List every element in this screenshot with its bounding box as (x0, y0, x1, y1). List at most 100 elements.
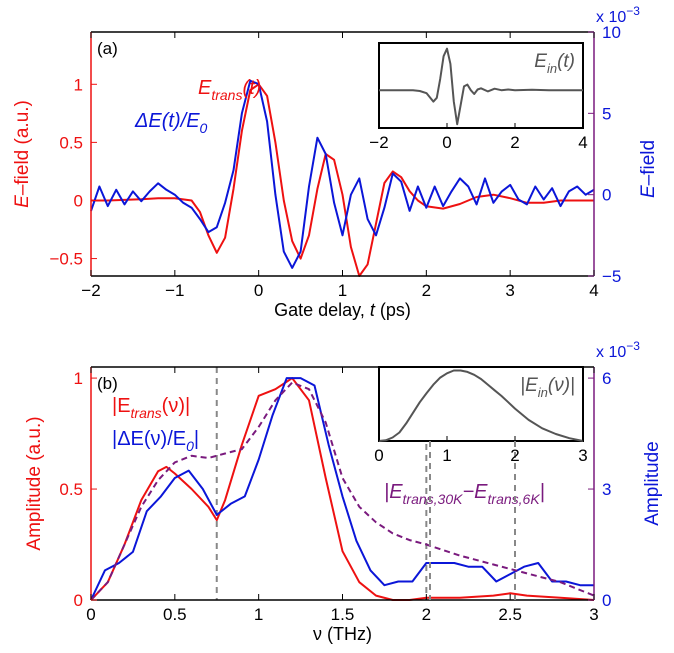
inset-series-line (378, 369, 584, 442)
legend-blue-sub: 0 (200, 120, 208, 136)
series-line-purple-dashed (90, 381, 595, 601)
y2-axis-label-var: E (638, 185, 659, 198)
inset-x-tick-label: 2 (510, 133, 519, 152)
x-tick-label: 2 (422, 281, 431, 300)
x-axis-label-unit: (THz) (322, 624, 372, 644)
legend-red-main: |E (112, 395, 131, 417)
y2-axis-label-text: –field (638, 140, 659, 185)
legend-blue-main: ΔE(t)/E (134, 110, 200, 132)
panel-a: −2 −1 0 1 2 3 4 −0.5 0 0.5 1 −5 0 5 10x 10−3 (a) Gate de… (12, 4, 659, 320)
inset-x-tick-label: 3 (578, 446, 587, 465)
legend-blue-sub: 0 (186, 438, 194, 454)
series-line-blue (90, 377, 594, 601)
x-axis-label: ν (THz) (313, 624, 372, 644)
legend-red-tail: (t) (242, 77, 261, 99)
legend-blue-main: |ΔE(ν)/E (112, 428, 186, 450)
x-tick-label: 1 (338, 281, 347, 300)
x-axis-label-var: t (370, 300, 376, 320)
inset-series-line (379, 47, 583, 126)
y-tick-label: 1 (74, 75, 83, 94)
inset-x-tick-label: −2 (369, 133, 388, 152)
x-axis-label-text: Gate delay, (274, 300, 370, 320)
legend-purple-mid: −E (462, 481, 488, 503)
inset-label: Ein(t) (534, 51, 575, 76)
y2-tick-label: −5 (602, 267, 621, 286)
y2-exponent-power: −3 (626, 339, 640, 353)
inset-label-main: E (534, 51, 547, 72)
legend-purple-tail: | (540, 481, 545, 503)
x-tick-label: 0.5 (163, 605, 187, 624)
inset-frame (378, 42, 584, 129)
inset-label: |Ein(ν)| (520, 375, 575, 400)
y2-exponent-label: x 10−3 (596, 339, 640, 361)
x-tick-label: 1 (254, 605, 263, 624)
y2-tick-label: 10 (602, 23, 621, 42)
inset-x-tick-label: 2 (510, 446, 519, 465)
inset-frame (378, 366, 584, 442)
legend-red-sub: trans (211, 87, 242, 103)
legend-purple-main: |E (384, 481, 403, 503)
legend-entry-blue: |ΔE(ν)/E0| (112, 428, 199, 454)
y2-axis-label-text: Amplitude (642, 441, 663, 526)
legend-entry-red: |Etrans(ν)| (112, 395, 190, 421)
y-axis-label-text: Amplitude (a.u.) (24, 416, 45, 550)
y2-axis-label: Amplitude (642, 441, 663, 526)
x-tick-label: 4 (589, 281, 598, 300)
y2-exponent-power: −3 (626, 4, 640, 18)
y2-axis-label: E–field (638, 140, 659, 198)
inset-x-tick-label: 0 (442, 133, 451, 152)
legend-purple-sub2: trans,6K (488, 491, 541, 507)
x-tick-label: 3 (589, 605, 598, 624)
y-axis-label: E–field (a.u.) (12, 100, 33, 208)
y-tick-label: 0 (74, 191, 83, 210)
legend-entry-blue: ΔE(t)/E0 (134, 110, 208, 136)
legend-red-sub: trans (131, 405, 162, 421)
inset: 0 1 2 3|Ein(ν)| (374, 366, 588, 600)
x-tick-label: 3 (505, 281, 514, 300)
panel-label: (b) (97, 374, 118, 393)
y-tick-label: 0.5 (59, 480, 83, 499)
y2-tick-label: 0 (602, 186, 611, 205)
inset-label-main: |E (520, 375, 538, 396)
inset-label-tail: (t) (557, 51, 575, 72)
inset-x-tick-label: 0 (374, 446, 383, 465)
y2-tick-label: 5 (602, 104, 611, 123)
legend-red-main: E (198, 77, 212, 99)
x-tick-label: 0 (86, 605, 95, 624)
y2-exponent-label: x 10−3 (596, 4, 640, 26)
legend-blue-tail: | (194, 428, 199, 450)
y-axis-label-var: E (12, 195, 33, 208)
inset-x-tick-label: 1 (442, 446, 451, 465)
y2-exponent-base: x 10 (596, 9, 626, 26)
y2-exponent-base: x 10 (596, 344, 626, 361)
y-tick-label: 1 (74, 369, 83, 388)
legend-entry-red: Etrans(t) (198, 77, 261, 103)
panel-label: (a) (97, 39, 118, 58)
y-tick-label: 0 (74, 591, 83, 610)
x-axis-label: Gate delay, t (ps) (274, 300, 411, 320)
y-tick-label: −0.5 (49, 250, 83, 269)
inset-label-sub: in (538, 385, 548, 400)
y2-tick-label: 0 (602, 591, 611, 610)
inset-label-sub: in (547, 61, 557, 76)
x-tick-label: 2.5 (498, 605, 522, 624)
legend-red-tail: (ν)| (162, 395, 191, 417)
y2-tick-label: 3 (602, 480, 611, 499)
inset-x-tick-label: 4 (578, 133, 587, 152)
x-tick-label: 2 (422, 605, 431, 624)
x-axis-label-text: ν (313, 624, 322, 644)
series-line-blue (90, 79, 595, 269)
y-axis-label-text: –field (a.u.) (12, 100, 33, 195)
x-axis-label-unit: (ps) (375, 300, 411, 320)
legend-entry-purple: |Etrans,30K−Etrans,6K| (384, 481, 545, 507)
x-tick-label: 0 (254, 281, 263, 300)
y-tick-label: 0.5 (59, 133, 83, 152)
inset: −2 0 2 4 Ein(t) (369, 42, 588, 152)
y2-tick-label: 6 (602, 369, 611, 388)
legend-purple-sub: trans,30K (403, 491, 464, 507)
y-axis-label: Amplitude (a.u.) (24, 416, 45, 550)
x-tick-label: −1 (165, 281, 184, 300)
inset-label-tail: (ν)| (548, 375, 575, 396)
